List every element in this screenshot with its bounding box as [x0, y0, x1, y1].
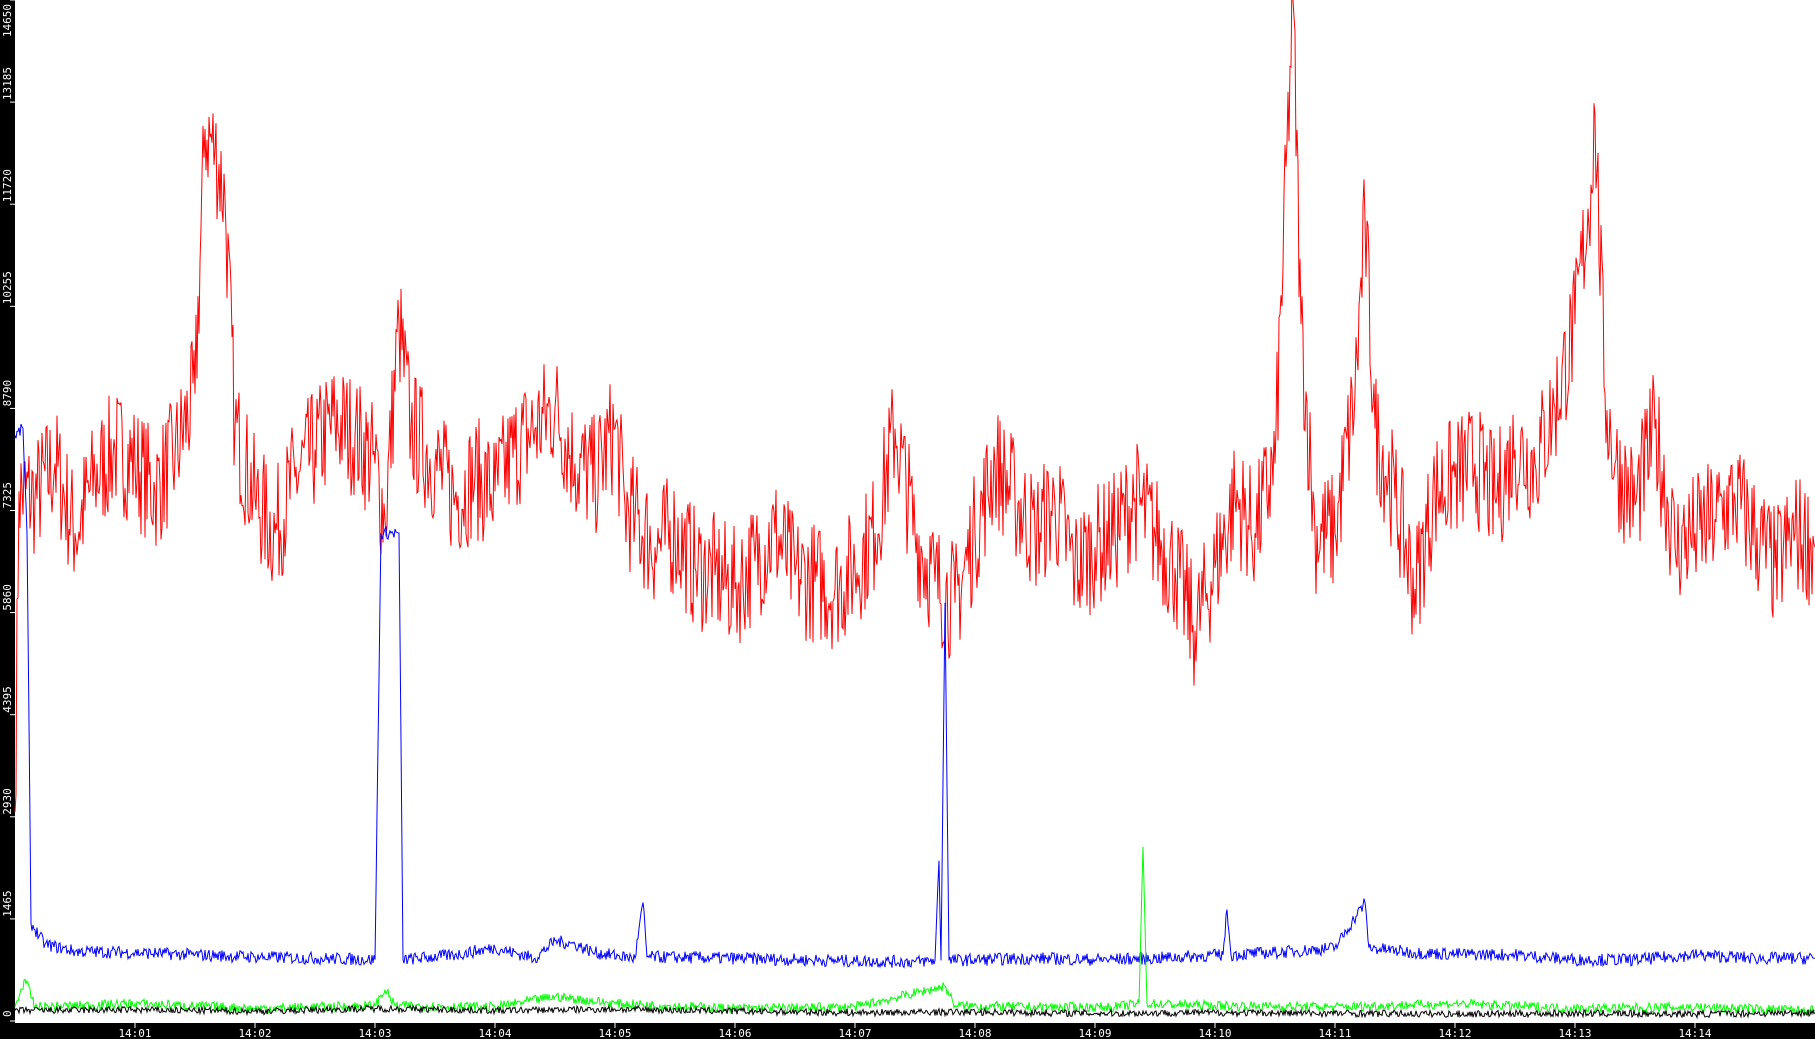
- y-tick-label: 4395: [1, 686, 14, 713]
- x-tick-label: 14:06: [718, 1027, 751, 1039]
- series-line-1: [14, 423, 1815, 969]
- y-tick-label: 5860: [1, 584, 14, 611]
- series-layer: [14, 0, 1815, 1020]
- x-tick-label: 14:03: [358, 1027, 391, 1039]
- y-tick-label: 1465: [1, 890, 14, 917]
- series-line-3: [14, 1004, 1815, 1020]
- series-line-2: [14, 846, 1815, 1016]
- series-line-0: [14, 0, 1815, 812]
- x-tick-label: 14:11: [1318, 1027, 1351, 1039]
- x-tick-label: 14:08: [958, 1027, 991, 1039]
- y-tick-label: 11720: [1, 169, 14, 202]
- x-tick-label: 14:13: [1558, 1027, 1591, 1039]
- x-axis-bar: [0, 1023, 1815, 1039]
- y-tick-label: 10255: [1, 271, 14, 304]
- x-tick-label: 14:04: [478, 1027, 511, 1039]
- y-tick-label: 14650: [1, 4, 14, 37]
- x-tick-label: 14:05: [598, 1027, 631, 1039]
- x-tick-label: 14:07: [838, 1027, 871, 1039]
- y-tick-label: 13185: [1, 67, 14, 100]
- y-tick-label: 8790: [1, 380, 14, 407]
- y-axis-ticks: 0 1465 2930 4395 5860 7325 8790 10255 11720 13185…: [1, 0, 15, 1022]
- x-tick-label: 14:14: [1678, 1027, 1711, 1039]
- x-tick-label: 14:09: [1078, 1027, 1111, 1039]
- plot-area: [15, 0, 1815, 1023]
- x-tick-label: 14:10: [1198, 1027, 1231, 1039]
- x-tick-label: 14:12: [1438, 1027, 1471, 1039]
- y-axis-bar: [0, 0, 15, 1039]
- y-tick-label: 0: [1, 1010, 14, 1017]
- x-tick-label: 14:01: [118, 1027, 151, 1039]
- x-axis-ticks: 14:01 14:02 14:03 14:04 14:05 14:06 14:07 14:08…: [118, 1023, 1712, 1039]
- y-tick-label: 7325: [1, 482, 14, 509]
- y-tick-label: 2930: [1, 788, 14, 815]
- x-tick-label: 14:02: [238, 1027, 271, 1039]
